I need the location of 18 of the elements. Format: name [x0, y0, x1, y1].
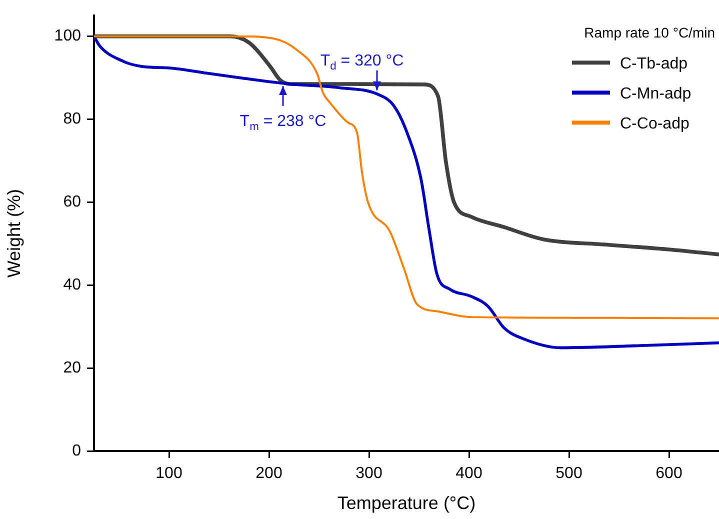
x-tick-label: 400	[456, 465, 482, 482]
x-tick-label: 300	[356, 465, 382, 482]
y-tick-label: 40	[63, 276, 82, 294]
y-tick-label: 80	[63, 110, 82, 128]
x-tick-label: 600	[656, 465, 682, 482]
y-axis-title: Weight (%)	[4, 188, 24, 278]
y-tick-label: 20	[63, 359, 82, 376]
y-tick-label: 100	[54, 28, 82, 45]
x-tick-label: 100	[156, 465, 182, 482]
legend-title: Ramp rate 10 °C/min	[584, 24, 716, 41]
x-axis-title: Temperature (°C)	[337, 493, 476, 514]
legend-label: C-Tb-adp	[620, 56, 688, 73]
x-tick-label: 500	[556, 465, 582, 482]
y-tick-label: 0	[72, 442, 82, 460]
x-tick-label: 200	[256, 465, 282, 482]
y-tick-label: 60	[63, 194, 82, 211]
legend-label: C-Co-adp	[620, 116, 690, 133]
legend-label: C-Mn-adp	[620, 86, 692, 103]
